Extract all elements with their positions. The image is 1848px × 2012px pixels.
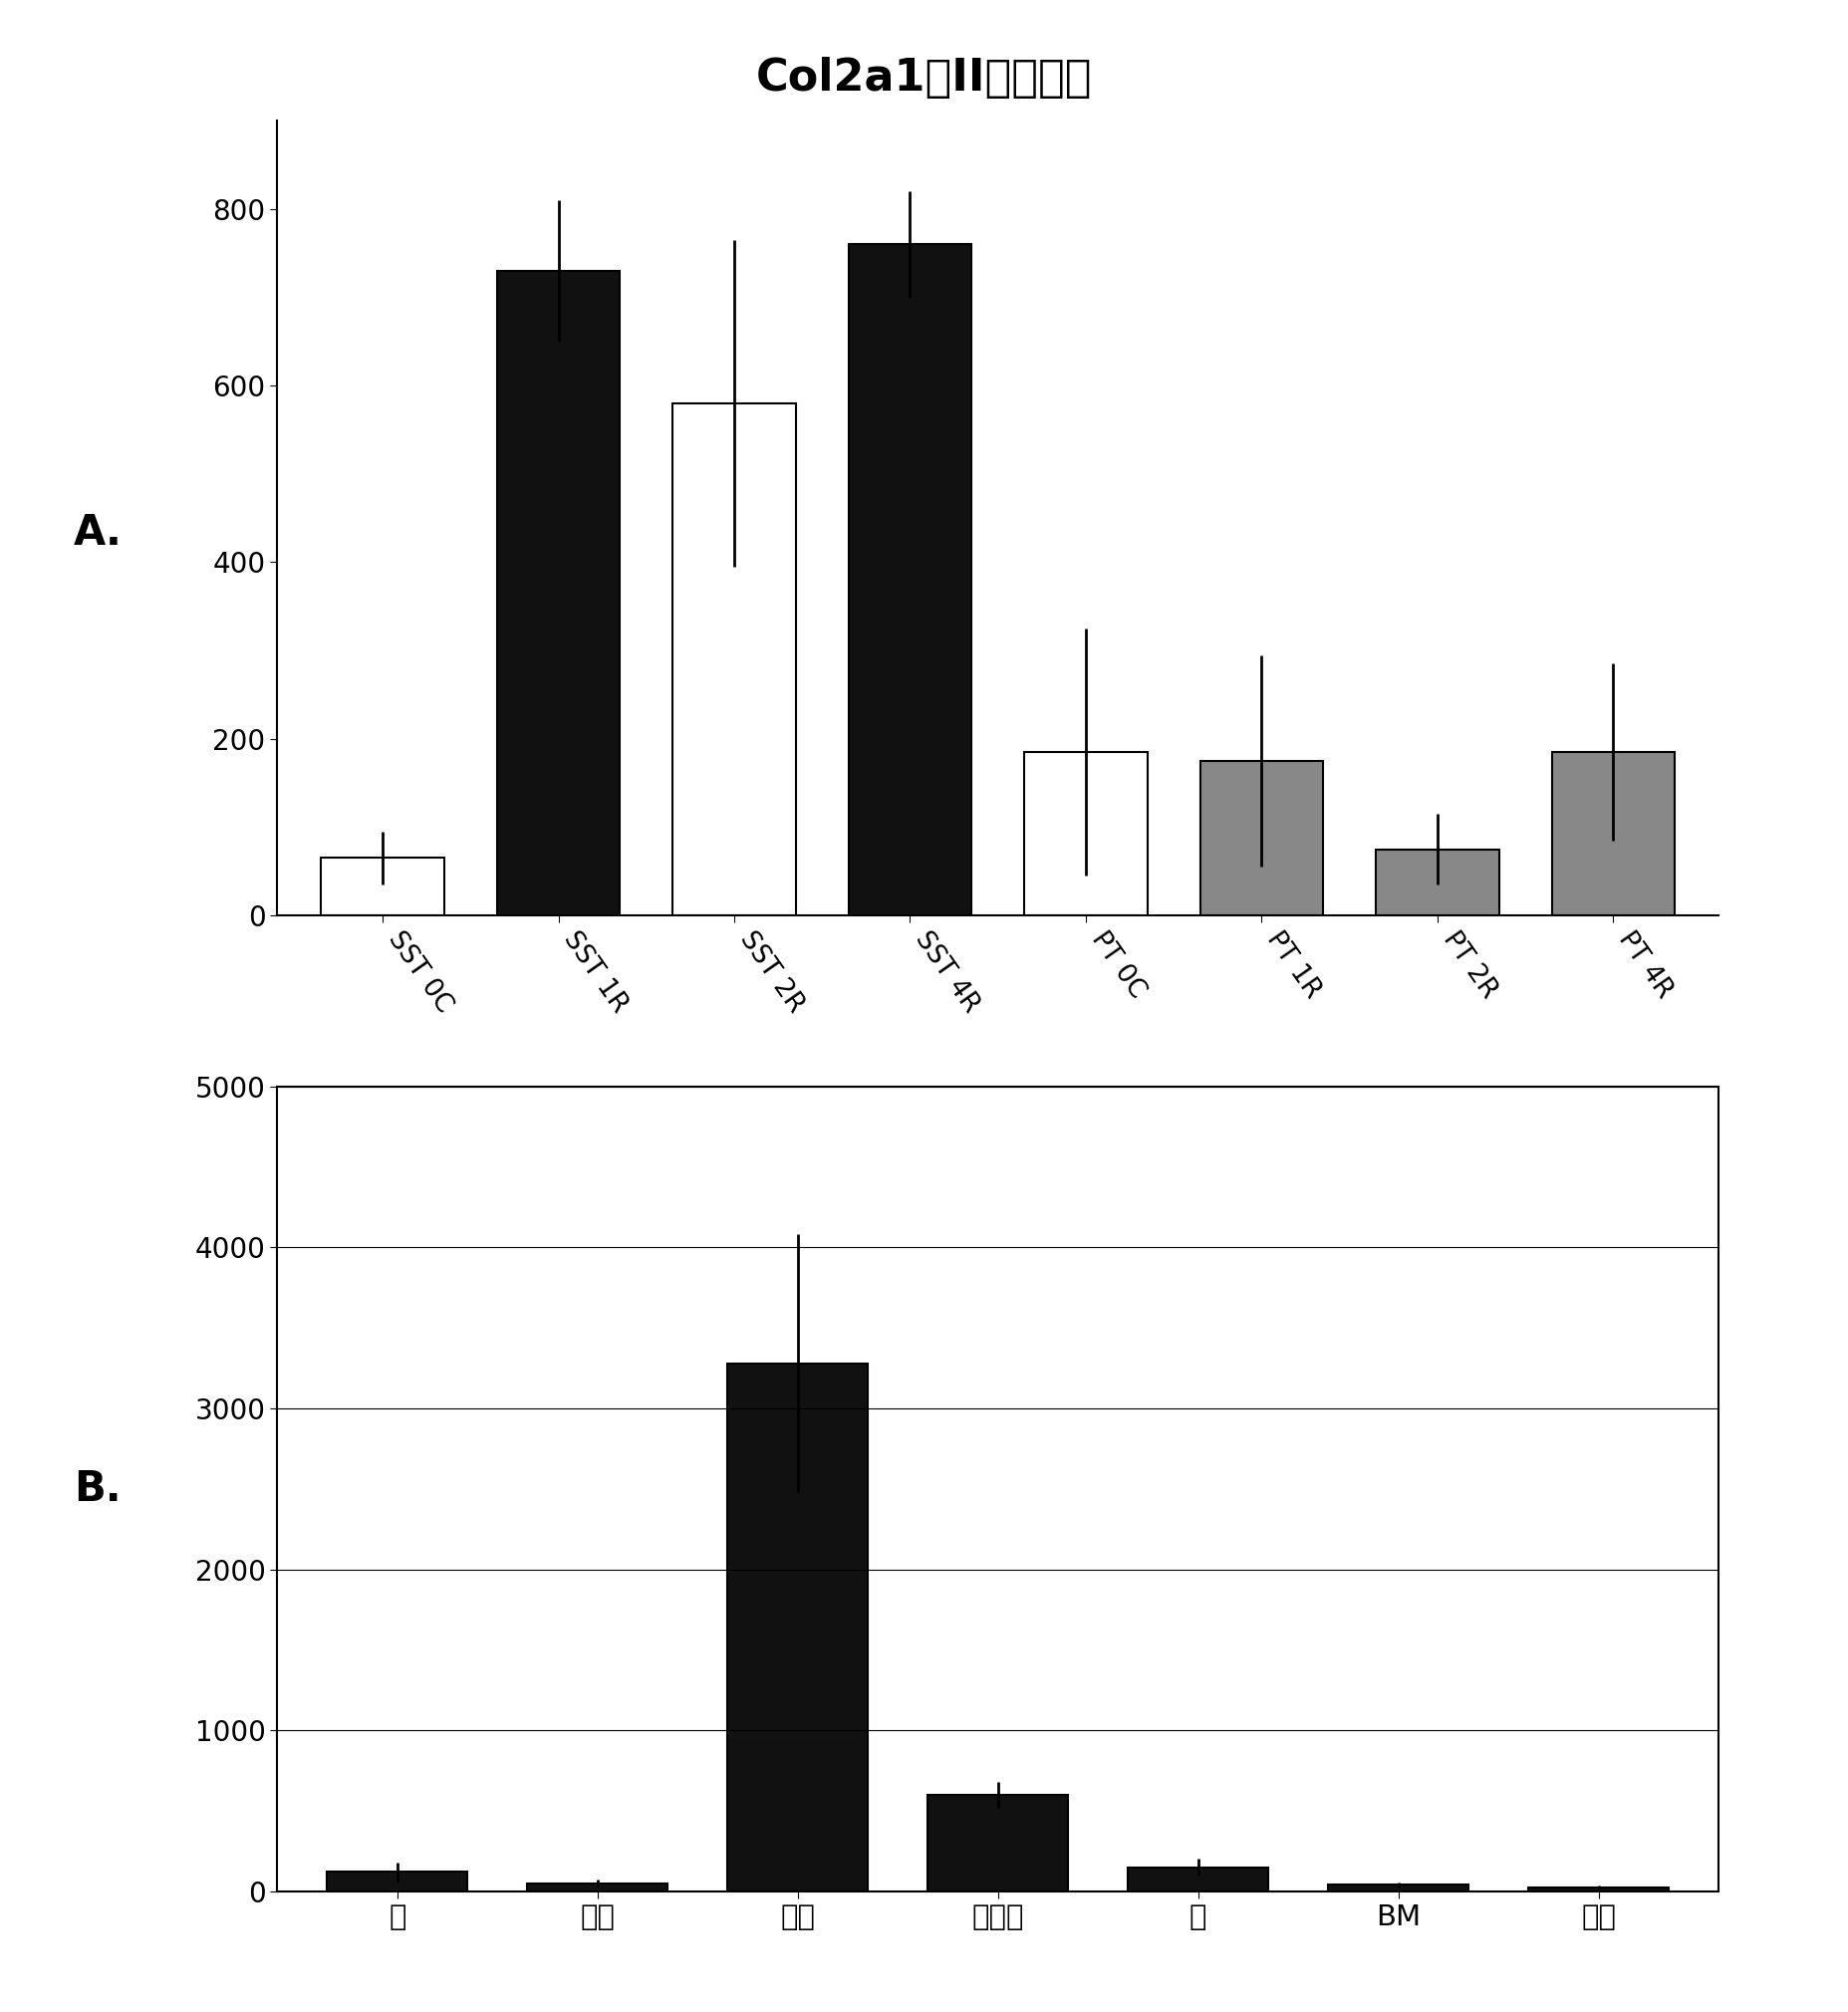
Text: Col2a1（II型胶原）: Col2a1（II型胶原）	[756, 56, 1092, 99]
Bar	[673, 402, 796, 915]
Bar	[1528, 1887, 1669, 1891]
Bar	[928, 1795, 1068, 1891]
Text: A.: A.	[74, 513, 122, 553]
Bar	[1377, 849, 1499, 915]
Bar	[527, 1883, 667, 1891]
Bar	[327, 1871, 468, 1891]
Text: B.: B.	[74, 1469, 122, 1509]
Bar	[1127, 1867, 1268, 1891]
Bar	[322, 857, 444, 915]
Bar	[1329, 1885, 1469, 1891]
Bar	[497, 272, 619, 915]
Bar	[1552, 752, 1674, 915]
Bar	[848, 243, 972, 915]
Bar	[1024, 752, 1148, 915]
Bar	[728, 1364, 869, 1891]
Bar	[1199, 761, 1323, 915]
